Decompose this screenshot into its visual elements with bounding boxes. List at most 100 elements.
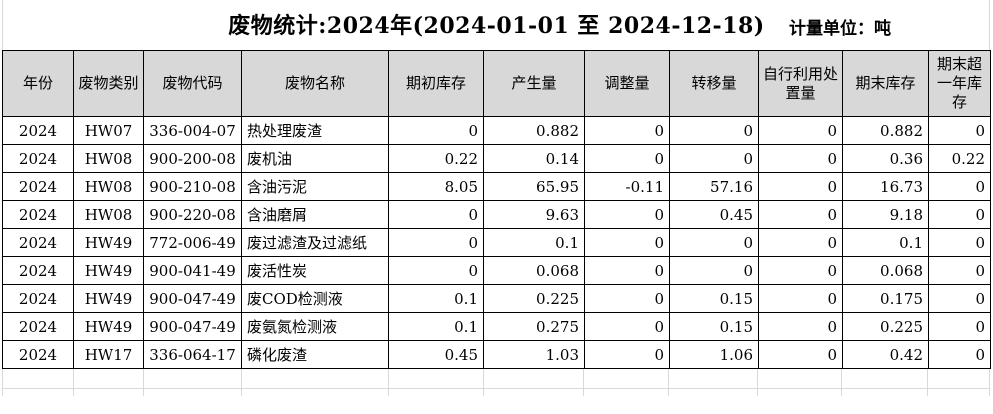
cell[interactable]: 0 <box>758 200 843 229</box>
empty-cell[interactable] <box>584 369 670 388</box>
cell[interactable]: 0 <box>669 116 759 145</box>
cell[interactable]: HW08 <box>73 172 144 201</box>
cell[interactable]: 0 <box>758 284 843 313</box>
cell[interactable]: 含油磨屑 <box>241 200 389 229</box>
cell[interactable]: 0 <box>928 340 991 369</box>
empty-cell[interactable] <box>241 369 389 388</box>
column-header-2[interactable]: 废物代码 <box>143 50 242 117</box>
cell[interactable]: 0.1 <box>388 284 484 313</box>
empty-cell[interactable] <box>669 369 759 388</box>
cell[interactable]: 0.882 <box>842 116 929 145</box>
empty-cell[interactable] <box>388 389 484 396</box>
cell[interactable]: 0.068 <box>842 256 929 285</box>
cell[interactable]: 0.068 <box>483 256 585 285</box>
cell[interactable]: 0.275 <box>483 312 585 341</box>
cell[interactable]: 2024 <box>2 144 74 173</box>
cell[interactable]: 0 <box>928 172 991 201</box>
column-header-9[interactable]: 期末库存 <box>842 50 929 117</box>
cell[interactable]: 0.42 <box>842 340 929 369</box>
cell[interactable]: 0 <box>928 116 991 145</box>
cell[interactable]: 900-200-08 <box>143 144 242 173</box>
cell[interactable]: 0 <box>584 228 670 257</box>
empty-cell[interactable] <box>483 369 585 388</box>
cell[interactable]: HW49 <box>73 256 144 285</box>
cell[interactable]: 废氨氮检测液 <box>241 312 389 341</box>
empty-cell[interactable] <box>143 389 242 396</box>
cell[interactable]: 8.05 <box>388 172 484 201</box>
cell[interactable]: 0.15 <box>669 312 759 341</box>
cell[interactable]: 0 <box>758 256 843 285</box>
cell[interactable]: 0 <box>669 228 759 257</box>
column-header-10[interactable]: 期末超一年库存 <box>928 50 991 117</box>
cell[interactable]: 0.36 <box>842 144 929 173</box>
cell[interactable]: 0.1 <box>842 228 929 257</box>
column-header-7[interactable]: 转移量 <box>669 50 759 117</box>
cell[interactable]: 772-006-49 <box>143 228 242 257</box>
cell[interactable]: 9.63 <box>483 200 585 229</box>
cell[interactable]: 900-210-08 <box>143 172 242 201</box>
cell[interactable]: HW49 <box>73 284 144 313</box>
cell[interactable]: 2024 <box>2 256 74 285</box>
cell[interactable]: 900-220-08 <box>143 200 242 229</box>
column-header-6[interactable]: 调整量 <box>584 50 670 117</box>
cell[interactable]: 2024 <box>2 284 74 313</box>
cell[interactable]: 0 <box>388 228 484 257</box>
cell[interactable]: 0.22 <box>388 144 484 173</box>
empty-cell[interactable] <box>758 389 843 396</box>
cell[interactable]: 0 <box>584 340 670 369</box>
cell[interactable]: 0.14 <box>483 144 585 173</box>
cell[interactable]: 65.95 <box>483 172 585 201</box>
empty-cell[interactable] <box>842 369 929 388</box>
empty-cell[interactable] <box>483 389 585 396</box>
cell[interactable]: 900-047-49 <box>143 312 242 341</box>
empty-cell[interactable] <box>842 389 929 396</box>
column-header-5[interactable]: 产生量 <box>483 50 585 117</box>
cell[interactable]: 0 <box>584 200 670 229</box>
cell[interactable]: 0 <box>758 340 843 369</box>
cell[interactable]: 废活性炭 <box>241 256 389 285</box>
cell[interactable]: 0 <box>584 256 670 285</box>
cell[interactable]: 0.45 <box>669 200 759 229</box>
cell[interactable]: 0.882 <box>483 116 585 145</box>
column-header-0[interactable]: 年份 <box>2 50 74 117</box>
empty-cell[interactable] <box>669 389 759 396</box>
cell[interactable]: HW08 <box>73 200 144 229</box>
cell[interactable]: 2024 <box>2 172 74 201</box>
cell[interactable]: 900-047-49 <box>143 284 242 313</box>
cell[interactable]: 0.22 <box>928 144 991 173</box>
cell[interactable]: 热处理废渣 <box>241 116 389 145</box>
cell[interactable]: 0 <box>928 284 991 313</box>
empty-cell[interactable] <box>3 369 74 388</box>
cell[interactable]: 0 <box>758 144 843 173</box>
cell[interactable]: 0 <box>669 144 759 173</box>
cell[interactable]: 0 <box>758 228 843 257</box>
column-header-1[interactable]: 废物类别 <box>73 50 144 117</box>
empty-cell[interactable] <box>241 389 389 396</box>
cell[interactable]: 336-004-07 <box>143 116 242 145</box>
empty-cell[interactable] <box>758 369 843 388</box>
cell[interactable]: HW07 <box>73 116 144 145</box>
cell[interactable]: 0 <box>584 116 670 145</box>
column-header-8[interactable]: 自行利用处置量 <box>758 50 843 117</box>
cell[interactable]: 废机油 <box>241 144 389 173</box>
cell[interactable]: 0 <box>669 256 759 285</box>
empty-cell[interactable] <box>928 389 990 396</box>
cell[interactable]: 0 <box>928 228 991 257</box>
empty-cell[interactable] <box>73 369 144 388</box>
column-header-3[interactable]: 废物名称 <box>241 50 389 117</box>
cell[interactable]: 0 <box>584 312 670 341</box>
empty-cell[interactable] <box>388 369 484 388</box>
cell[interactable]: 0.1 <box>388 312 484 341</box>
cell[interactable]: 0.225 <box>842 312 929 341</box>
cell[interactable]: 0 <box>928 200 991 229</box>
cell[interactable]: 0.45 <box>388 340 484 369</box>
cell[interactable]: 磷化废渣 <box>241 340 389 369</box>
cell[interactable]: 废COD检测液 <box>241 284 389 313</box>
cell[interactable]: HW17 <box>73 340 144 369</box>
column-header-4[interactable]: 期初库存 <box>388 50 484 117</box>
cell[interactable]: 0 <box>928 256 991 285</box>
cell[interactable]: HW49 <box>73 228 144 257</box>
cell[interactable]: 9.18 <box>842 200 929 229</box>
cell[interactable]: 1.03 <box>483 340 585 369</box>
cell[interactable]: 0 <box>584 284 670 313</box>
